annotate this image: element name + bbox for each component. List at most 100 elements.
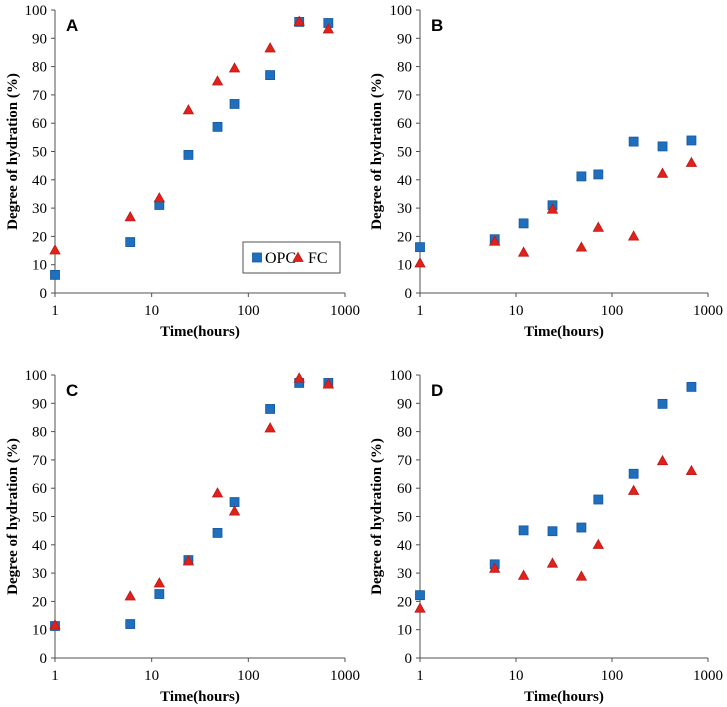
fc-data-point: [264, 422, 276, 433]
y-tick-label: 40: [397, 173, 412, 189]
x-tick-label: 1: [51, 303, 59, 319]
y-tick-label: 50: [32, 145, 47, 161]
y-tick-label: 30: [32, 566, 47, 582]
fc-data-point: [228, 505, 241, 516]
opc-data-point: [686, 135, 697, 146]
opc-data-point: [628, 468, 639, 479]
x-axis-title: Time(hours): [524, 689, 604, 705]
y-tick-label: 70: [397, 88, 412, 104]
x-axis-title: Time(hours): [524, 324, 604, 340]
fc-data-point: [322, 23, 334, 34]
x-tick-label: 100: [601, 668, 624, 684]
series-fc: [49, 372, 334, 630]
y-axis-title: Degree of hydration (%): [369, 438, 385, 595]
y-tick-label: 50: [32, 510, 47, 526]
y-tick-label: 80: [397, 60, 412, 76]
y-tick-label: 60: [397, 116, 412, 132]
y-tick-label: 60: [32, 481, 47, 497]
y-tick-label: 70: [397, 453, 412, 469]
y-tick-label: 40: [32, 173, 47, 189]
panel-label: B: [431, 16, 443, 35]
panel-label: A: [66, 16, 78, 35]
legend-label: FC: [308, 250, 328, 267]
opc-data-point: [154, 589, 165, 599]
y-tick-label: 0: [40, 286, 48, 302]
y-tick-label: 20: [397, 229, 412, 245]
fc-data-point: [211, 487, 224, 498]
y-tick-label: 20: [32, 229, 47, 245]
x-tick-label: 1000: [693, 303, 723, 319]
y-axis-title: Degree of hydration (%): [5, 438, 21, 595]
y-tick-label: 50: [397, 145, 412, 161]
fc-data-point: [414, 602, 426, 613]
opc-data-point: [686, 381, 697, 392]
y-tick-label: 30: [32, 201, 47, 217]
y-tick-label: 40: [32, 538, 47, 554]
y-tick-label: 30: [397, 201, 412, 217]
opc-data-point: [657, 398, 668, 409]
series-opc: [50, 378, 334, 631]
fc-data-point: [489, 562, 501, 573]
x-tick-label: 1: [416, 303, 424, 319]
opc-data-point: [229, 99, 240, 109]
fc-data-point: [546, 557, 559, 568]
y-tick-label: 0: [405, 651, 413, 667]
opc-data-point: [518, 218, 529, 229]
fc-data-point: [182, 104, 195, 115]
fc-data-point: [489, 235, 501, 246]
y-axis-title: Degree of hydration (%): [369, 73, 385, 230]
fc-data-point: [49, 619, 61, 630]
x-tick-label: 1000: [330, 668, 360, 684]
fc-data-point: [546, 203, 559, 214]
y-tick-label: 100: [25, 368, 48, 384]
y-tick-label: 0: [405, 286, 413, 302]
y-tick-label: 90: [397, 396, 412, 412]
opc-data-point: [593, 494, 604, 505]
fc-data-point: [517, 246, 530, 257]
opc-data-point: [657, 141, 668, 152]
fc-data-point: [592, 538, 604, 549]
x-tick-label: 10: [144, 303, 159, 319]
y-tick-label: 40: [397, 538, 412, 554]
x-tick-label: 10: [144, 668, 159, 684]
y-tick-label: 0: [40, 651, 48, 667]
y-tick-label: 90: [32, 396, 47, 412]
x-tick-label: 1000: [693, 668, 723, 684]
y-tick-label: 60: [397, 481, 412, 497]
x-tick-label: 1: [416, 668, 424, 684]
fc-data-point: [592, 221, 604, 232]
series-opc: [415, 381, 697, 601]
opc-data-point: [265, 70, 276, 80]
fc-data-point: [153, 577, 166, 588]
fc-data-point: [517, 569, 530, 580]
opc-data-point: [415, 242, 425, 253]
opc-data-point: [547, 526, 558, 537]
opc-data-point: [518, 525, 529, 536]
series-fc: [49, 15, 334, 255]
x-axis-title: Time(hours): [160, 324, 240, 340]
fc-data-point: [656, 454, 669, 466]
opc-data-point: [576, 171, 587, 182]
legend-label: OPC: [265, 250, 296, 267]
fc-data-point: [627, 230, 640, 241]
x-axis-title: Time(hours): [160, 689, 240, 705]
fc-data-point: [656, 167, 669, 178]
opc-data-point: [593, 169, 604, 180]
fc-data-point: [264, 42, 276, 53]
legend-item-opc: OPC: [252, 250, 296, 267]
opc-data-point: [229, 497, 240, 507]
x-tick-label: 1: [51, 668, 59, 684]
fc-data-point: [322, 378, 334, 389]
fc-data-point: [685, 156, 698, 167]
y-tick-label: 100: [390, 3, 413, 19]
fc-data-point: [414, 257, 426, 268]
fc-data-point: [182, 555, 195, 566]
legend-item-fc: FC: [292, 250, 328, 267]
opc-data-point: [125, 237, 136, 247]
y-tick-label: 70: [32, 453, 47, 469]
opc-data-point: [628, 136, 639, 147]
